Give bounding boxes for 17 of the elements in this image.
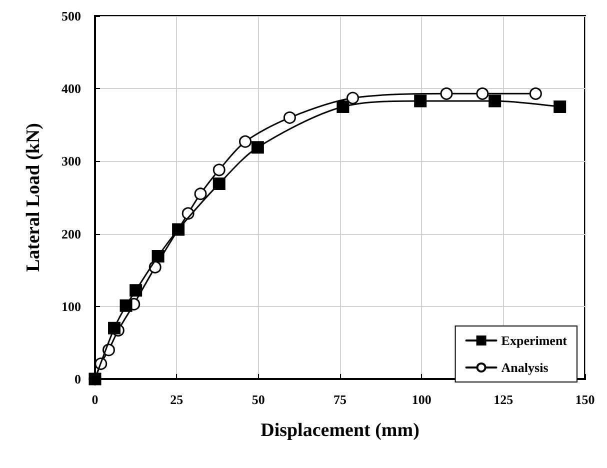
x-tick-label: 0 bbox=[92, 392, 98, 407]
x-tick-label: 100 bbox=[412, 392, 432, 407]
x-axis-title: Displacement (mm) bbox=[260, 420, 420, 441]
x-tick-label: 25 bbox=[170, 392, 184, 407]
x-tick-label: 150 bbox=[575, 392, 595, 407]
x-tick-label: 125 bbox=[494, 392, 514, 407]
y-tick-label: 0 bbox=[74, 372, 81, 386]
y-tick-label: 200 bbox=[62, 226, 81, 242]
y-axis-title: Lateral Load (kN) bbox=[23, 123, 44, 272]
y-tick-label: 100 bbox=[62, 298, 81, 314]
x-tick-label: 75 bbox=[334, 392, 347, 407]
y-tick-label: 300 bbox=[62, 154, 81, 169]
y-tick-label: 500 bbox=[62, 8, 81, 24]
x-tick-label: 50 bbox=[252, 392, 265, 407]
legend-label: Analysis bbox=[501, 360, 548, 375]
y-tick-label: 400 bbox=[62, 81, 81, 96]
legend-label: Experiment bbox=[501, 333, 568, 348]
